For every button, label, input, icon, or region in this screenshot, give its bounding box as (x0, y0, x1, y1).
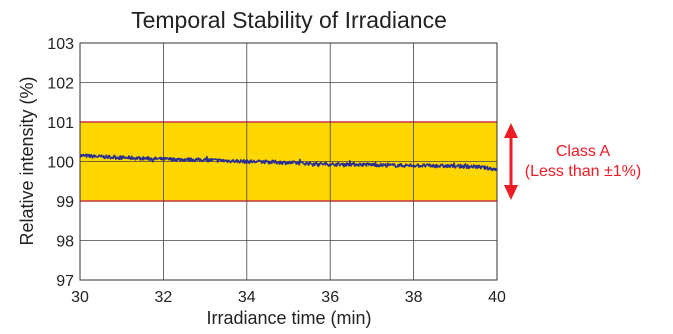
x-tick-label: 36 (321, 289, 339, 306)
grid (80, 43, 497, 280)
x-tick-label: 40 (488, 289, 506, 306)
annotation-line-2: (Less than ±1%) (525, 163, 641, 180)
x-tick-label: 30 (71, 289, 89, 306)
annotation-line-1: Class A (556, 143, 611, 160)
series-line (79, 153, 498, 172)
y-axis-label: Relative intensity (%) (17, 76, 37, 245)
y-tick-label: 102 (47, 76, 74, 93)
class-a-arrow (504, 123, 518, 200)
x-axis-ticks: 30 32 34 36 38 40 (71, 289, 506, 306)
x-tick-label: 34 (238, 289, 256, 306)
y-tick-label: 103 (47, 36, 74, 53)
chart-title: Temporal Stability of Irradiance (131, 7, 447, 33)
plot-frame (79, 42, 498, 281)
x-tick-label: 32 (155, 289, 173, 306)
x-tick-label: 38 (405, 289, 423, 306)
arrow-head-up (504, 123, 518, 138)
arrow-head-down (504, 185, 518, 200)
y-axis-ticks: 97 98 99 100 101 102 103 (47, 36, 74, 290)
y-tick-label: 98 (56, 234, 74, 251)
series-layer (79, 153, 498, 172)
y-tick-label: 99 (56, 194, 74, 211)
y-tick-label: 97 (56, 273, 74, 290)
x-axis-label: Irradiance time (min) (206, 308, 371, 328)
y-tick-label: 101 (47, 115, 74, 132)
y-tick-label: 100 (47, 155, 74, 172)
